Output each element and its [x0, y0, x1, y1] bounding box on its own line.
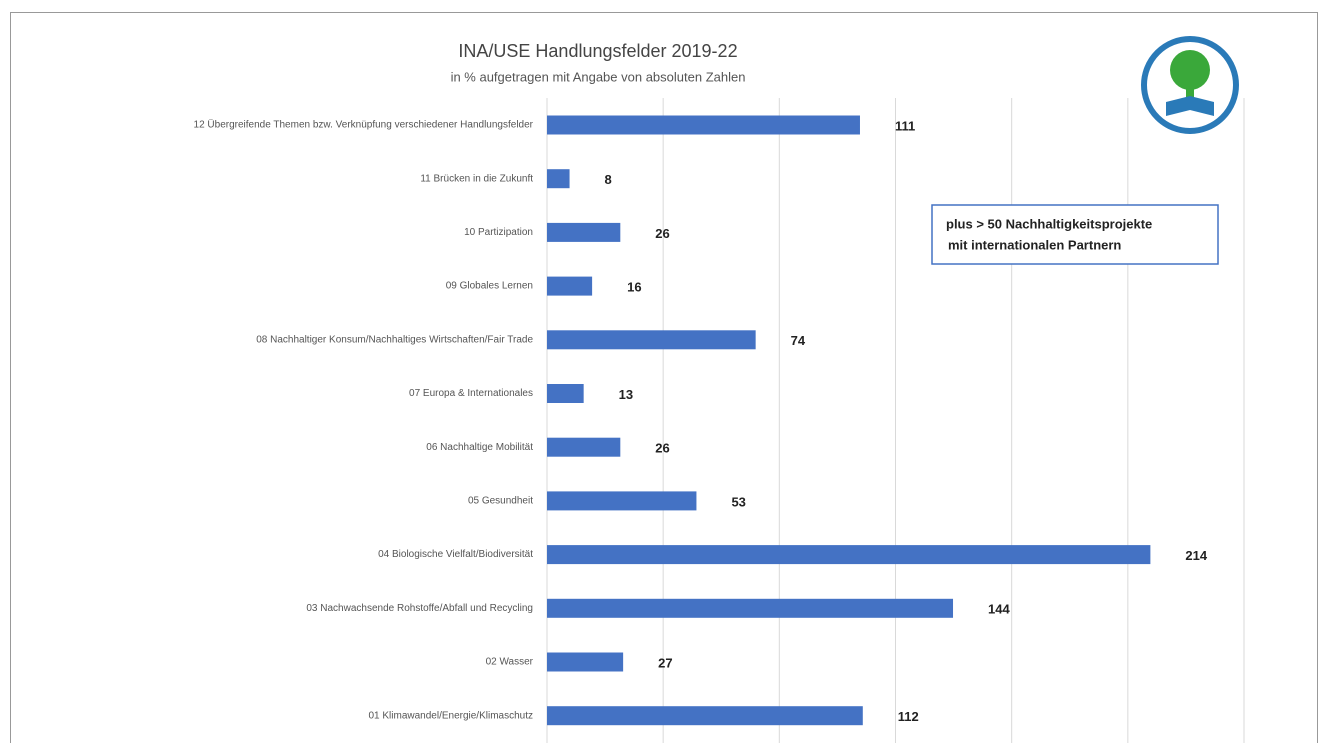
category-label: 12 Übergreifende Themen bzw. Verknüpfung… — [194, 119, 534, 131]
note-line: plus > 50 Nachhaltigkeitsprojekte — [946, 216, 1152, 231]
value-label: 13 — [619, 387, 633, 402]
category-label: 10 Partizipation — [464, 227, 533, 238]
value-label: 16 — [627, 280, 641, 295]
note-box — [931, 204, 1219, 265]
value-label: 8 — [605, 172, 612, 187]
logo-tree — [1170, 50, 1210, 90]
category-label: 05 Gesundheit — [468, 496, 533, 507]
value-label: 214 — [1185, 548, 1207, 563]
bar — [547, 491, 697, 511]
bar — [547, 437, 621, 457]
bar — [547, 169, 570, 189]
category-label: 11 Brücken in die Zukunft — [420, 173, 533, 184]
bar — [547, 706, 863, 726]
bar — [547, 276, 593, 296]
category-label: 08 Nachhaltiger Konsum/Nachhaltiges Wirt… — [256, 334, 533, 345]
logo-book — [1166, 96, 1214, 116]
chart-subtitle: in % aufgetragen mit Angabe von absolute… — [451, 69, 746, 84]
category-label: 02 Wasser — [486, 657, 534, 668]
category-label: 04 Biologische Vielfalt/Biodiversität — [378, 549, 533, 560]
bar — [547, 652, 624, 672]
category-label: 07 Europa & Internationales — [409, 388, 533, 399]
value-label: 26 — [655, 226, 669, 241]
value-label: 27 — [658, 655, 672, 670]
bar — [547, 384, 584, 403]
note-line: mit internationalen Partnern — [948, 237, 1121, 252]
value-label: 111 — [895, 118, 915, 133]
value-label: 144 — [988, 602, 1010, 617]
frame — [10, 12, 1318, 743]
category-label: 09 Globales Lernen — [446, 281, 533, 292]
bar — [547, 115, 860, 135]
value-label: 26 — [655, 441, 669, 456]
bar — [547, 222, 621, 242]
logo-trunk — [1186, 80, 1194, 104]
bar — [547, 598, 954, 618]
category-label: 01 Klimawandel/Energie/Klimaschutz — [368, 710, 533, 721]
category-label: 06 Nachhaltige Mobilität — [426, 442, 533, 453]
bar — [547, 330, 756, 350]
logo — [1141, 36, 1239, 134]
value-label: 53 — [731, 494, 745, 509]
value-label: 112 — [898, 709, 919, 724]
category-label: 03 Nachwachsende Rohstoffe/Abfall und Re… — [306, 603, 533, 614]
value-label: 74 — [791, 333, 806, 348]
chart-title: INA/USE Handlungsfelder 2019-22 — [458, 41, 737, 61]
bar — [547, 545, 1151, 565]
